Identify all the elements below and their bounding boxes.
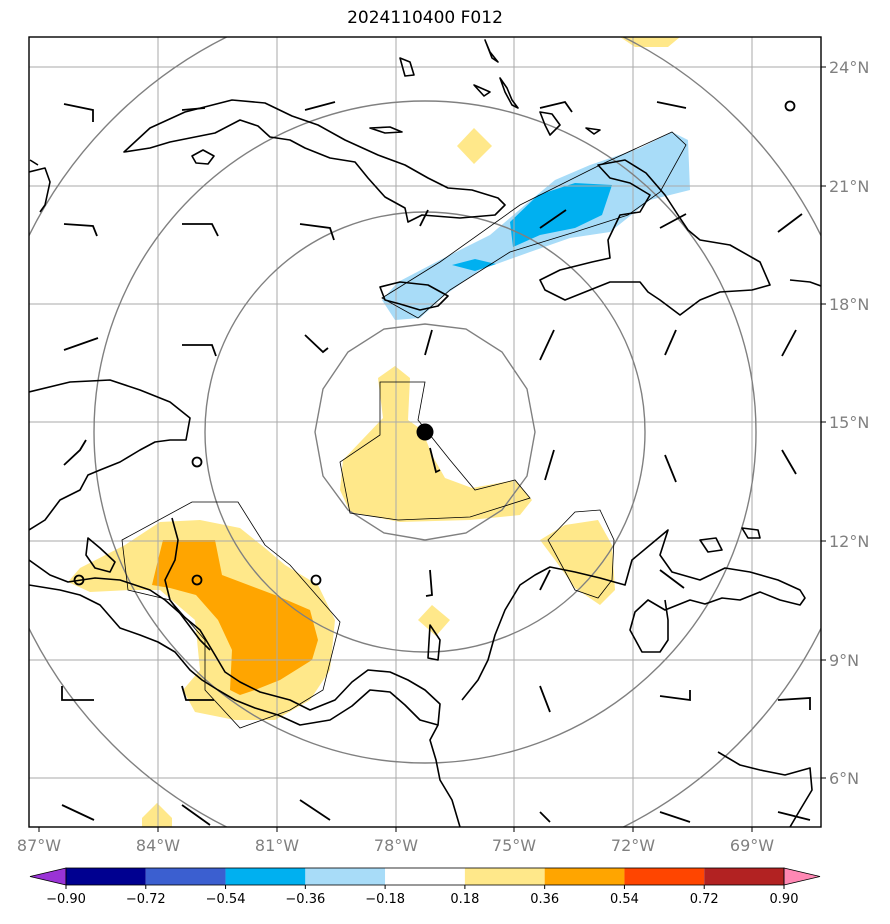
range-ring-3 bbox=[93, 100, 757, 764]
lat-tick-label: 12°N bbox=[829, 532, 869, 551]
colorbar-segment bbox=[225, 868, 306, 885]
lon-tick-label: 84°W bbox=[136, 836, 180, 855]
range-rings bbox=[29, 37, 821, 827]
positive-anomaly-east bbox=[540, 520, 615, 605]
colorbar: −0.90 −0.72 −0.54 −0.36 −0.18 0.18 0.36 0.54 0.7… bbox=[29, 867, 821, 907]
range-ring-2 bbox=[204, 211, 646, 653]
cuba-coast bbox=[123, 99, 506, 223]
lat-tick-label: 9°N bbox=[829, 651, 859, 670]
lat-tick-label: 21°N bbox=[829, 177, 869, 196]
storm-center-marker bbox=[416, 423, 434, 441]
colorbar-tick-label: 0.90 bbox=[770, 892, 799, 907]
colorbar-segment bbox=[66, 868, 146, 885]
graticule bbox=[29, 37, 821, 827]
map-title: 2024110400 F012 bbox=[347, 8, 503, 28]
colorbar-tick-label: 0.54 bbox=[610, 892, 639, 907]
colorbar-segment bbox=[464, 868, 545, 885]
jamaica-coast bbox=[379, 281, 449, 311]
coastlines bbox=[29, 39, 821, 827]
colorbar-extend-high bbox=[783, 867, 821, 886]
south-america-coast bbox=[429, 529, 806, 827]
lat-tick-label: 6°N bbox=[829, 769, 859, 788]
colorbar-tick-label: −0.90 bbox=[46, 892, 86, 907]
colorbar-tick-label: −0.36 bbox=[285, 892, 325, 907]
positive-anomaly-small-2 bbox=[457, 128, 492, 164]
hispaniola-coast bbox=[539, 159, 771, 316]
negative-anomaly-core bbox=[510, 183, 612, 247]
colorbar-tick-label: 0.36 bbox=[530, 892, 559, 907]
axis-ticks bbox=[38, 66, 826, 832]
colorbar-tick-label: −0.72 bbox=[126, 892, 166, 907]
colorbar-segment bbox=[544, 868, 625, 885]
lon-tick-label: 87°W bbox=[17, 836, 61, 855]
positive-anomaly-small-3 bbox=[142, 803, 172, 827]
lat-tick-label: 24°N bbox=[829, 58, 869, 77]
negative-anomaly-small bbox=[452, 259, 496, 271]
lat-tick-label: 15°N bbox=[829, 413, 869, 432]
colorbar-tick-label: −0.54 bbox=[206, 892, 246, 907]
colorbar-tick-label: −0.18 bbox=[365, 892, 405, 907]
thin-contours bbox=[121, 131, 687, 729]
positive-anomaly-central bbox=[340, 366, 532, 522]
wind-barbs bbox=[61, 100, 811, 826]
colorbar-segment bbox=[704, 868, 784, 885]
lon-tick-label: 69°W bbox=[730, 836, 774, 855]
positive-anomaly-small-1 bbox=[418, 605, 450, 636]
range-ring-4 bbox=[29, 37, 821, 827]
lat-tick-label: 18°N bbox=[829, 295, 869, 314]
isle-of-youth-coast bbox=[191, 149, 215, 165]
calm-wind-markers bbox=[73, 100, 796, 586]
colorbar-segment bbox=[305, 868, 386, 885]
map-frame bbox=[28, 36, 822, 828]
colorbar-segment bbox=[145, 868, 226, 885]
lon-tick-label: 75°W bbox=[492, 836, 536, 855]
range-ring-1 bbox=[314, 323, 536, 541]
central-america-coast bbox=[29, 379, 441, 726]
positive-anomaly-small-4 bbox=[620, 37, 680, 47]
map-area bbox=[29, 37, 821, 827]
latitude-labels: 24°N 21°N 18°N 15°N 12°N 9°N 6°N bbox=[829, 58, 869, 788]
colorbar-frame bbox=[65, 867, 785, 886]
colorbar-extend-low bbox=[29, 867, 67, 886]
longitude-labels: 87°W 84°W 81°W 78°W 75°W 72°W 69°W bbox=[17, 836, 774, 855]
lon-tick-label: 78°W bbox=[374, 836, 418, 855]
lon-tick-label: 72°W bbox=[611, 836, 655, 855]
lon-tick-label: 81°W bbox=[255, 836, 299, 855]
colorbar-segment bbox=[624, 868, 705, 885]
colorbar-segment bbox=[385, 868, 465, 885]
colorbar-tick-label: 0.72 bbox=[690, 892, 719, 907]
colorbar-tick-label: 0.18 bbox=[450, 892, 479, 907]
